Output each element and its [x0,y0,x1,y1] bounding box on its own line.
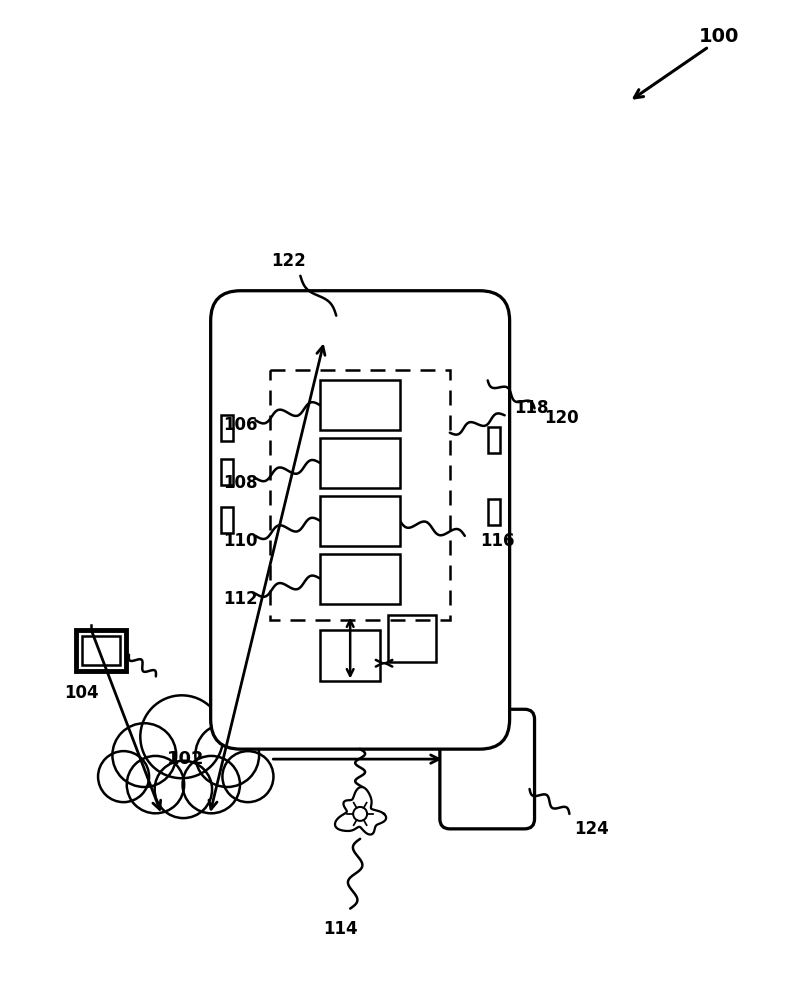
Bar [488,499,500,525]
Bar [76,630,126,671]
Text: 112: 112 [223,590,258,608]
Bar [320,438,400,488]
Text: 118: 118 [514,399,549,417]
Text: 106: 106 [223,416,258,434]
Circle shape [140,695,223,778]
Circle shape [195,723,259,787]
Text: 122: 122 [271,252,305,270]
Text: 100: 100 [699,27,739,46]
Text: 124: 124 [575,820,609,838]
Circle shape [112,723,177,787]
Circle shape [127,756,184,813]
Bar [271,370,450,620]
FancyBboxPatch shape [210,291,509,749]
Bar [320,496,400,546]
Text: 116: 116 [480,532,514,550]
Bar [320,554,400,604]
Bar [82,636,120,665]
Circle shape [183,756,240,813]
Text: 104: 104 [64,684,98,702]
Bar [221,415,233,441]
Circle shape [98,751,149,802]
Bar [320,630,380,681]
Text: 120: 120 [545,409,580,427]
Text: 114: 114 [323,920,358,938]
FancyBboxPatch shape [440,709,534,829]
Bar [388,615,436,662]
Text: 108: 108 [223,474,258,492]
Text: 110: 110 [223,532,258,550]
Text: 102: 102 [167,750,205,768]
Bar [488,427,500,453]
Bar [320,380,400,430]
Bar [221,507,233,533]
Polygon shape [335,787,386,835]
Bar [221,459,233,485]
Circle shape [222,751,273,802]
Circle shape [155,761,212,818]
